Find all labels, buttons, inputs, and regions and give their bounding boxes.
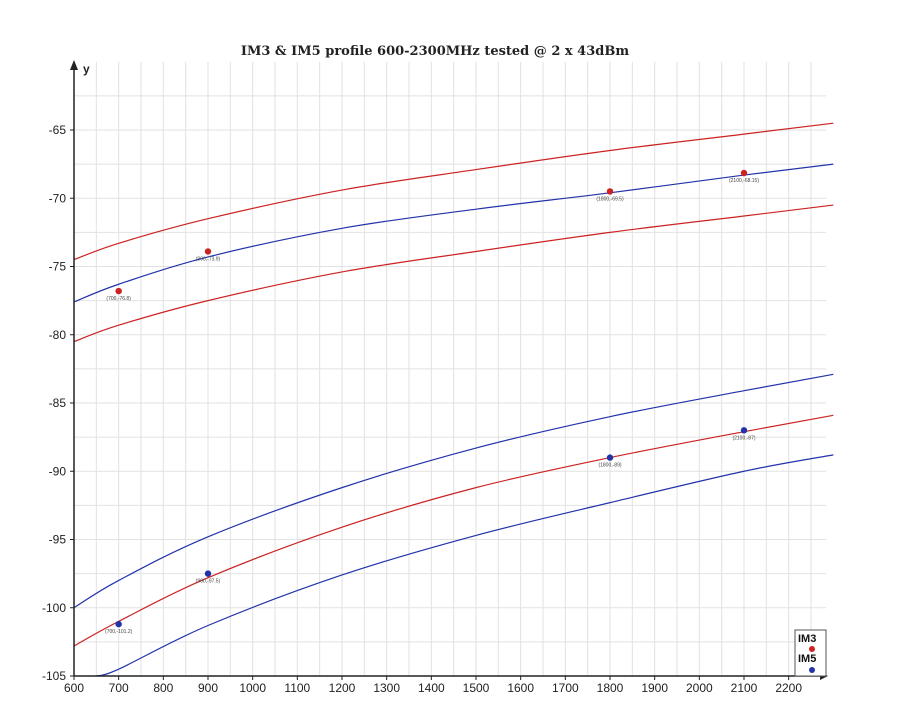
x-tick-label: 1900 xyxy=(641,681,668,695)
x-tick-label: 1200 xyxy=(329,681,356,695)
im3-point-label: (700,-76.8) xyxy=(106,296,131,302)
x-tick-label: 1800 xyxy=(597,681,624,695)
fit-curve-1 xyxy=(73,122,834,261)
y-tick-label: -100 xyxy=(42,601,66,615)
x-tick-label: 1100 xyxy=(284,681,310,695)
x-tick-label: 1400 xyxy=(418,681,445,695)
x-tick-label: 1500 xyxy=(463,681,490,695)
im5-data-point xyxy=(204,570,212,577)
y-tick-label: -65 xyxy=(49,123,67,137)
im3-data-point xyxy=(115,287,122,295)
im3-data-point xyxy=(740,169,748,177)
legend: IM3 IM5 xyxy=(794,629,827,677)
grid xyxy=(73,62,826,677)
im3-data-point xyxy=(606,188,614,195)
y-tick-label: -105 xyxy=(42,669,66,683)
fit-curve-6 xyxy=(96,454,834,677)
im3-point-label: (900,-73.9) xyxy=(196,256,221,262)
x-tick-label: 1700 xyxy=(552,681,579,695)
im3-point-label: (1800,-69.5) xyxy=(596,196,624,202)
x-tick-label: 600 xyxy=(64,681,84,695)
legend-marker-im3 xyxy=(809,646,815,652)
axes: y xyxy=(70,60,828,680)
axis-ticks: 600 700 800 900 1000 1100 1200 1300 1400 1500 1600… xyxy=(42,123,802,695)
fit-curves xyxy=(73,122,834,677)
legend-marker-im5 xyxy=(809,667,815,673)
fit-curve-5 xyxy=(73,414,834,647)
legend-label-im5: IM5 xyxy=(798,653,816,665)
x-tick-label: 2000 xyxy=(686,681,713,695)
x-tick-label: 1300 xyxy=(373,681,400,695)
im5-data-point xyxy=(740,427,748,434)
im3-data-point xyxy=(204,248,212,255)
fit-curve-3 xyxy=(73,204,834,343)
y-tick-label: -75 xyxy=(49,260,67,274)
im5-data-point xyxy=(606,454,614,461)
im3-point-label: (2100,-68.15) xyxy=(729,178,759,184)
chart-title: IM3 & IM5 profile 600-2300MHz tested @ 2… xyxy=(241,44,629,59)
y-tick-label: -70 xyxy=(49,191,67,205)
x-tick-label: 1600 xyxy=(507,681,534,695)
im5-data-point xyxy=(115,620,122,628)
x-tick-label: 700 xyxy=(109,681,129,695)
im5-point-label: (900,-97.5) xyxy=(196,579,221,585)
x-tick-label: 2100 xyxy=(731,681,758,695)
x-tick-label: 2200 xyxy=(775,681,802,695)
y-axis-label: y xyxy=(83,62,90,76)
y-tick-label: -90 xyxy=(49,464,67,478)
data-points: (700,-76.8) (900,-73.9) (1800,-69.5) (2100,… xyxy=(105,169,759,635)
fit-curve-2 xyxy=(73,163,834,303)
fit-curve-4 xyxy=(73,373,834,609)
y-tick-label: -85 xyxy=(49,396,67,410)
im5-point-label: (2100,-87) xyxy=(732,435,755,441)
x-tick-label: 800 xyxy=(153,681,173,695)
y-tick-label: -80 xyxy=(49,328,67,342)
y-axis-arrow-icon xyxy=(70,60,78,70)
x-tick-label: 900 xyxy=(198,681,218,695)
im5-point-label: (700,-101.2) xyxy=(105,629,133,635)
im5-point-label: (1800,-89) xyxy=(598,463,621,469)
y-tick-label: -95 xyxy=(49,533,67,547)
legend-label-im3: IM3 xyxy=(798,633,816,645)
x-tick-label: 1000 xyxy=(239,681,266,695)
